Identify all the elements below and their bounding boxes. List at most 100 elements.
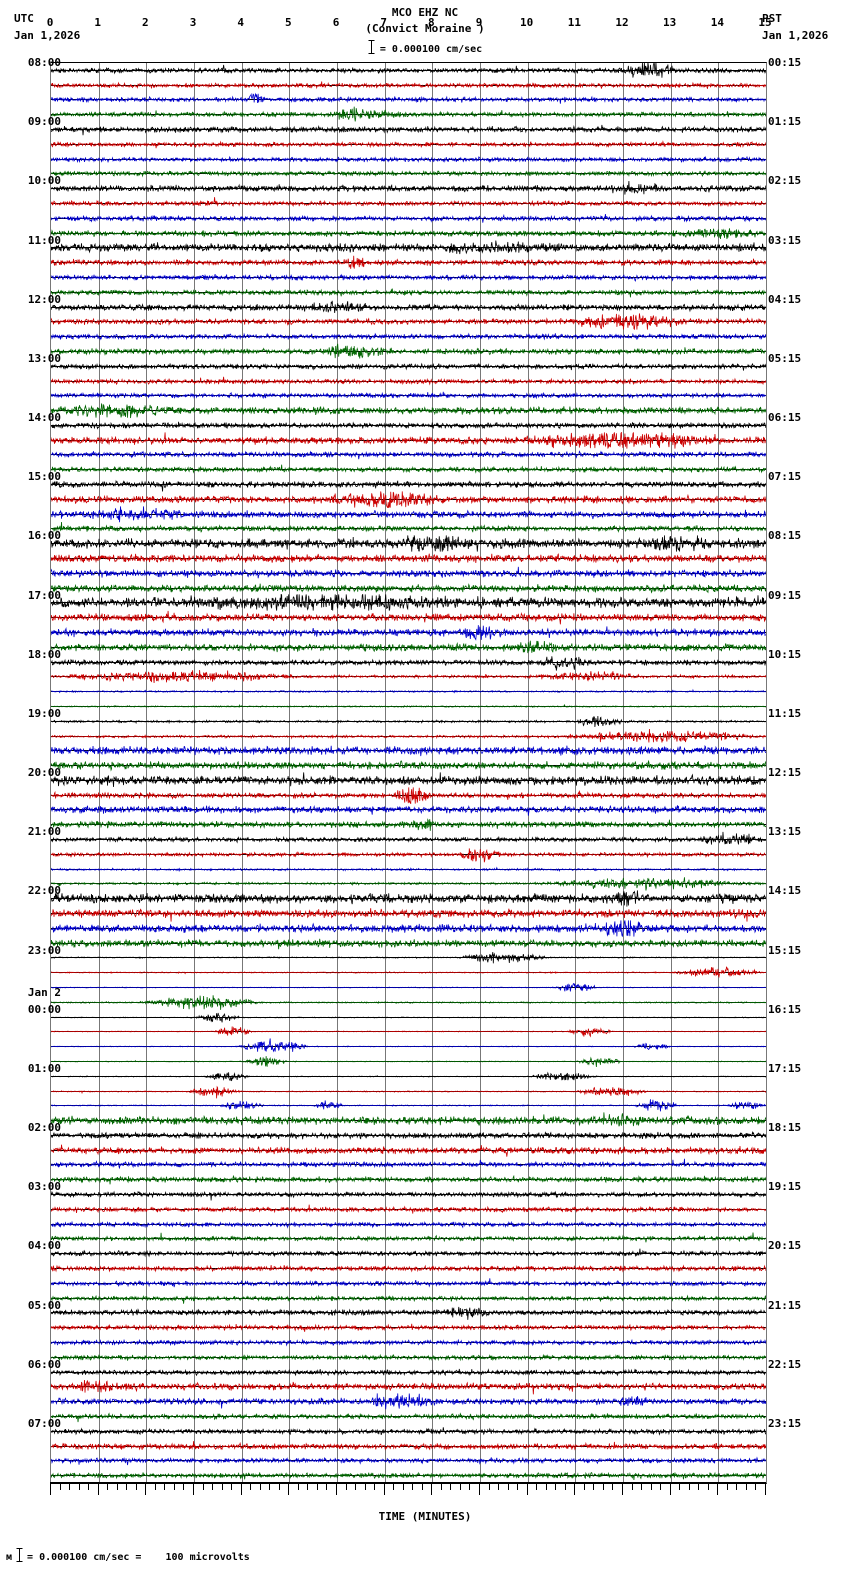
x-axis-minor-tick xyxy=(250,1482,252,1490)
trace-waveform xyxy=(51,1426,766,1436)
seismogram-trace-row-57 xyxy=(51,905,766,922)
x-axis-minor-tick xyxy=(688,1482,690,1490)
x-axis-minor-tick xyxy=(698,1482,700,1490)
x-axis-minor-tick xyxy=(564,1482,566,1490)
i-beam-scale-bar-icon xyxy=(368,40,375,57)
trace-waveform xyxy=(51,313,766,331)
trace-waveform xyxy=(51,392,766,400)
trace-waveform xyxy=(51,1232,766,1243)
seismogram-trace-row-92 xyxy=(51,1423,766,1440)
x-axis-minor-tick xyxy=(641,1482,643,1490)
trace-waveform xyxy=(51,81,766,89)
x-axis-minor-tick xyxy=(679,1482,681,1490)
trace-waveform xyxy=(51,491,766,508)
seismogram-trace-row-48 xyxy=(51,772,766,789)
scale-reference-text: = 0.000100 cm/sec xyxy=(379,44,483,55)
seismogram-trace-row-77 xyxy=(51,1201,766,1218)
x-axis-tick-label-7: 7 xyxy=(380,16,387,29)
trace-baseline xyxy=(51,158,766,160)
trace-baseline xyxy=(51,1164,766,1166)
x-axis-minor-tick xyxy=(212,1482,214,1490)
grid-line-minute-10 xyxy=(527,63,529,1483)
seismogram-trace-row-30 xyxy=(51,506,766,523)
utc-hour-label-19-00: 19:00 xyxy=(27,706,61,720)
seismogram-trace-row-83 xyxy=(51,1290,766,1307)
x-axis-minor-tick xyxy=(173,1482,175,1490)
trace-waveform xyxy=(51,522,766,534)
seismogram-trace-row-59 xyxy=(51,935,766,952)
utc-date-label: Jan 1,2026 xyxy=(14,29,81,42)
seismogram-trace-row-60 xyxy=(51,949,766,966)
trace-waveform xyxy=(51,787,766,804)
footer-text-right: 100 microvolts xyxy=(165,1552,250,1563)
trace-waveform xyxy=(51,715,766,727)
seismogram-trace-row-35 xyxy=(51,580,766,597)
utc-timezone-label: UTC xyxy=(14,12,34,25)
x-axis-minor-tick xyxy=(297,1482,299,1490)
trace-baseline xyxy=(51,543,766,545)
trace-waveform xyxy=(51,1204,766,1214)
x-axis-tick-label-14: 14 xyxy=(710,16,724,29)
seismogram-trace-row-67 xyxy=(51,1053,766,1070)
trace-baseline xyxy=(51,587,766,589)
grid-line-minute-3 xyxy=(194,63,195,1483)
trace-waveform xyxy=(51,1220,766,1229)
x-axis-minor-tick xyxy=(326,1482,328,1490)
seismogram-trace-row-1 xyxy=(51,77,766,94)
x-axis-major-tick-3 xyxy=(193,1482,194,1495)
x-axis-tick-label-4: 4 xyxy=(237,16,244,29)
x-axis-tick-label-5: 5 xyxy=(285,16,292,29)
seismogram-trace-row-73 xyxy=(51,1142,766,1159)
trace-waveform xyxy=(51,1071,766,1081)
station-site-name: (Convict Moraine ) xyxy=(365,22,485,35)
x-axis-tick-label-2: 2 xyxy=(142,16,149,29)
trace-waveform xyxy=(51,1012,766,1023)
trace-waveform xyxy=(51,1456,766,1466)
x-axis-minor-tick xyxy=(583,1482,585,1490)
seismogram-trace-row-31 xyxy=(51,520,766,537)
pst-hour-label-00-15: 00:15 xyxy=(768,56,802,69)
seismogram-trace-row-95 xyxy=(51,1467,766,1484)
seismogram-trace-row-82 xyxy=(51,1275,766,1292)
seismogram-trace-row-28 xyxy=(51,476,766,493)
trace-baseline xyxy=(51,1179,766,1181)
trace-waveform xyxy=(51,1056,766,1067)
x-axis-minor-tick xyxy=(536,1482,538,1490)
trace-waveform xyxy=(51,966,766,979)
seismogram-trace-row-19 xyxy=(51,343,766,360)
seismogram-trace-row-55 xyxy=(51,875,766,892)
x-axis-minor-tick xyxy=(78,1482,80,1490)
utc-hour-label-07-00: 07:00 xyxy=(27,1416,61,1430)
pst-hour-label-05-15: 05:15 xyxy=(768,351,802,365)
trace-waveform xyxy=(51,640,766,653)
grid-line-minute-6 xyxy=(337,63,338,1483)
seismogram-trace-row-38 xyxy=(51,624,766,641)
pst-hour-label-16-15: 16:15 xyxy=(768,1002,802,1016)
trace-waveform xyxy=(51,93,766,105)
trace-waveform xyxy=(51,300,766,313)
seismogram-trace-row-68 xyxy=(51,1068,766,1085)
seismogram-trace-row-18 xyxy=(51,328,766,345)
seismogram-trace-row-53 xyxy=(51,846,766,863)
trace-waveform xyxy=(51,728,766,743)
trace-baseline xyxy=(51,498,766,500)
seismogram-trace-row-17 xyxy=(51,313,766,331)
trace-waveform xyxy=(51,890,766,907)
seismogram-trace-row-51 xyxy=(51,816,766,833)
seismogram-trace-row-72 xyxy=(51,1127,766,1144)
trace-baseline xyxy=(51,602,766,604)
pst-hour-label-01-15: 01:15 xyxy=(768,115,802,129)
x-axis-major-tick-5 xyxy=(288,1482,290,1495)
seismogram-plot-area[interactable] xyxy=(50,62,767,1484)
seismogram-trace-row-47 xyxy=(51,757,766,774)
trace-waveform xyxy=(51,848,766,863)
seismogram-trace-row-71 xyxy=(51,1112,766,1129)
x-axis-major-tick-6 xyxy=(336,1482,337,1495)
seismogram-trace-row-14 xyxy=(51,269,766,286)
seismogram-trace-row-39 xyxy=(51,639,766,656)
utc-hour-label-06-00: 06:00 xyxy=(27,1357,61,1371)
x-axis-tick-label-13: 13 xyxy=(663,16,677,29)
x-axis-major-tick-1 xyxy=(97,1482,99,1495)
x-axis-minor-tick xyxy=(707,1482,709,1490)
seismogram-trace-row-70 xyxy=(51,1097,766,1114)
